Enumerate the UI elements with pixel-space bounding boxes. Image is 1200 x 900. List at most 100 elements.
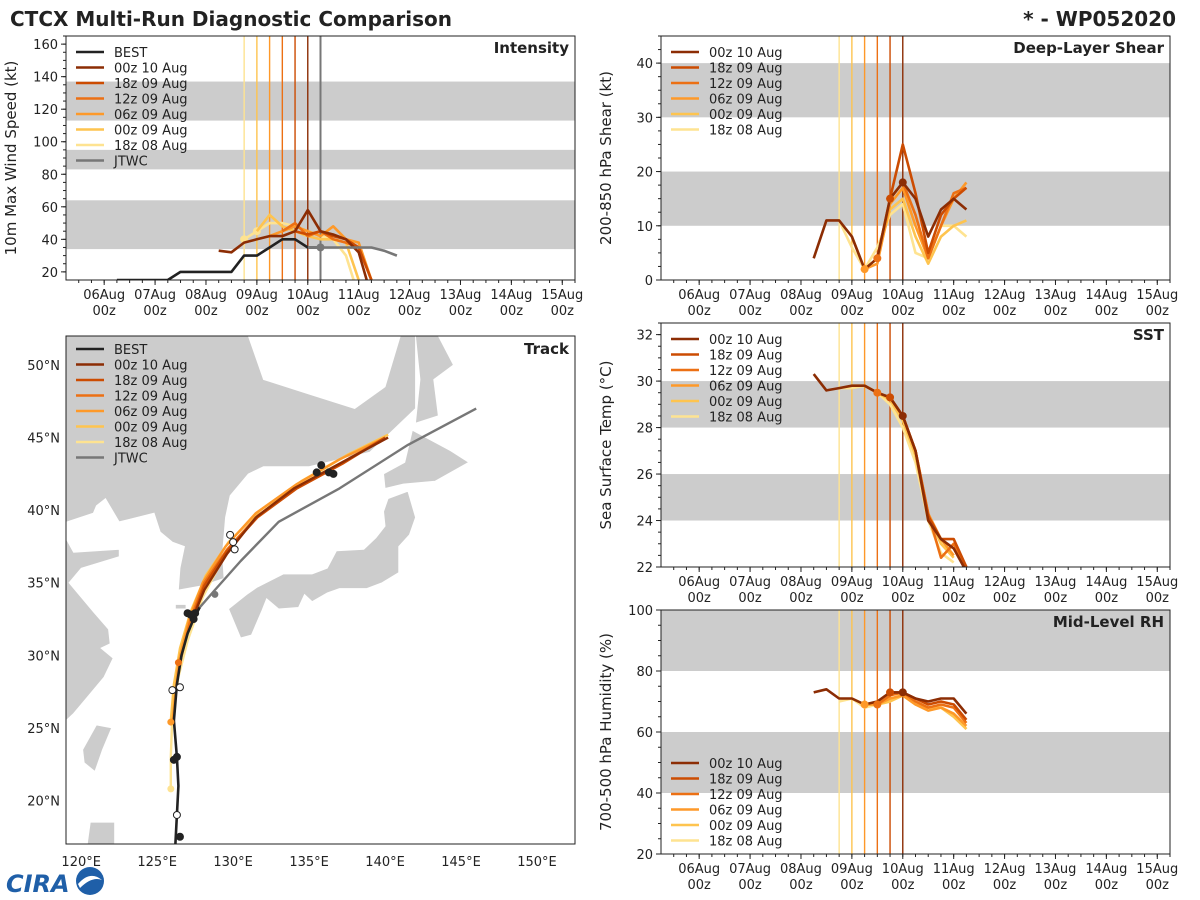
- track-xtick-label: 140°E: [365, 855, 405, 870]
- track-init-marker-2: [174, 659, 182, 667]
- sst-band-0: [661, 474, 1170, 521]
- intensity-legend-label-12z-09-aug: 12z 09 Aug: [114, 93, 188, 108]
- rh-xtick-hour: 00z: [687, 878, 711, 893]
- sst-xtick-hour: 00z: [891, 591, 915, 606]
- intensity-xtick-hour: 00z: [92, 304, 116, 319]
- track-ytick-label: 35°N: [27, 577, 60, 592]
- intensity-ytick-label: 120: [33, 103, 58, 118]
- shear-ytick-label: 30: [636, 111, 653, 126]
- intensity-xtick-hour: 00z: [500, 304, 524, 319]
- shear-legend-label-00z-09-aug: 00z 09 Aug: [709, 108, 783, 123]
- track-legend-label-06z-09-aug: 06z 09 Aug: [114, 405, 188, 420]
- intensity-xtick-day: 09Aug: [236, 288, 278, 303]
- rh-legend-label-00z-09-aug: 00z 09 Aug: [709, 819, 783, 834]
- track-position-marker-8: [186, 610, 195, 619]
- sst-xtick-day: 14Aug: [1085, 575, 1127, 590]
- rh-xtick-day: 10Aug: [882, 862, 924, 877]
- track-ytick-label: 40°N: [27, 504, 60, 519]
- shear-panel: 01020304006Aug00z07Aug00z08Aug00z09Aug00…: [597, 35, 1178, 319]
- intensity-xtick-hour: 00z: [398, 304, 422, 319]
- sst-xtick-day: 08Aug: [780, 575, 822, 590]
- intensity-legend-label-18z-09-aug: 18z 09 Aug: [114, 77, 188, 92]
- shear-xtick-day: 07Aug: [729, 288, 771, 303]
- intensity-xtick-day: 12Aug: [389, 288, 431, 303]
- intensity-xtick-day: 10Aug: [287, 288, 329, 303]
- intensity-ytick-label: 60: [41, 201, 58, 216]
- intensity-ytick-label: 40: [41, 233, 58, 248]
- track-series-00z-10-aug: [192, 436, 389, 617]
- track-position-marker-9: [175, 832, 184, 841]
- intensity-series-00z-10-aug: [218, 208, 369, 280]
- rh-xtick-hour: 00z: [1095, 878, 1119, 893]
- intensity-ylabel: 10m Max Wind Speed (kt): [2, 61, 20, 256]
- rh-legend-label-18z-09-aug: 18z 09 Aug: [709, 773, 783, 788]
- intensity-ytick-label: 80: [41, 168, 58, 183]
- storm-id: * - WP052020: [1023, 7, 1176, 31]
- track-legend-label-18z-09-aug: 18z 09 Aug: [114, 374, 188, 389]
- rh-legend-label-12z-09-aug: 12z 09 Aug: [709, 788, 783, 803]
- track-end-marker-4: [312, 468, 321, 477]
- intensity-xtick-day: 14Aug: [490, 288, 532, 303]
- track-legend-label-best: BEST: [114, 343, 147, 358]
- track-end-marker-3: [317, 461, 326, 470]
- rh-plot-area: [661, 610, 1170, 854]
- track-end-marker-1: [229, 538, 238, 547]
- sst-xtick-hour: 00z: [1146, 591, 1170, 606]
- track-xtick-label: 150°E: [517, 855, 557, 870]
- rh-ytick-label: 100: [628, 604, 653, 619]
- cira-logo-globe: [76, 867, 104, 895]
- shear-plot-area: [661, 36, 1170, 280]
- rh-xtick-hour: 00z: [993, 878, 1017, 893]
- shear-xtick-hour: 00z: [1095, 304, 1119, 319]
- sst-ytick-label: 32: [636, 329, 653, 344]
- intensity-series-best: [116, 238, 321, 280]
- rh-band-0: [661, 732, 1170, 793]
- intensity-xtick-day: 15Aug: [541, 288, 583, 303]
- sst-ytick-label: 30: [636, 375, 653, 390]
- rh-marker-12z-09-aug: [873, 700, 882, 709]
- track-legend-label-18z-08-aug: 18z 08 Aug: [114, 436, 188, 451]
- sst-xtick-hour: 00z: [840, 591, 864, 606]
- rh-xtick-day: 08Aug: [780, 862, 822, 877]
- intensity-xtick-day: 06Aug: [83, 288, 125, 303]
- intensity-xtick-hour: 00z: [194, 304, 218, 319]
- sst-xtick-day: 15Aug: [1136, 575, 1178, 590]
- sst-xtick-hour: 00z: [1044, 591, 1068, 606]
- shear-xtick-day: 12Aug: [984, 288, 1026, 303]
- sst-marker-18z-09-aug: [886, 393, 895, 402]
- rh-legend-label-18z-08-aug: 18z 08 Aug: [709, 835, 783, 850]
- track-init-marker-3: [211, 590, 219, 598]
- track-position-marker-3: [168, 686, 177, 695]
- shear-ytick-label: 10: [636, 220, 653, 235]
- sst-legend-label-00z-10-aug: 00z 10 Aug: [709, 333, 783, 348]
- rh-xtick-hour: 00z: [789, 878, 813, 893]
- shear-xtick-hour: 00z: [1044, 304, 1068, 319]
- intensity-legend-label-best: BEST: [114, 46, 147, 61]
- shear-xtick-hour: 00z: [891, 304, 915, 319]
- shear-xtick-day: 06Aug: [678, 288, 720, 303]
- sst-legend-label-00z-09-aug: 00z 09 Aug: [709, 395, 783, 410]
- track-series-18z-08-aug: [169, 433, 389, 789]
- intensity-ytick-label: 100: [33, 136, 58, 151]
- intensity-legend-label-00z-10-aug: 00z 10 Aug: [114, 62, 188, 77]
- rh-marker-00z-10-aug: [898, 688, 907, 697]
- cira-logo-swirl: [78, 875, 102, 888]
- track-end-marker-2: [230, 545, 239, 554]
- shear-xtick-hour: 00z: [942, 304, 966, 319]
- track-ytick-label: 50°N: [27, 359, 60, 374]
- intensity-legend-label-06z-09-aug: 06z 09 Aug: [114, 108, 188, 123]
- shear-ylabel: 200-850 hPa Shear (kt): [597, 71, 615, 245]
- track-init-marker-0: [167, 718, 175, 726]
- sst-plot-area: [661, 323, 1170, 567]
- sst-ytick-label: 24: [636, 515, 653, 530]
- shear-band-1: [661, 63, 1170, 118]
- shear-series-18z-08-aug: [837, 202, 968, 271]
- rh-xtick-day: 12Aug: [984, 862, 1026, 877]
- track-position-marker-0: [172, 810, 181, 819]
- cira-logo: CIRA: [6, 867, 104, 898]
- intensity-xtick-hour: 00z: [143, 304, 167, 319]
- sst-legend-label-12z-09-aug: 12z 09 Aug: [709, 364, 783, 379]
- intensity-xtick-hour: 00z: [449, 304, 473, 319]
- sst-xtick-day: 10Aug: [882, 575, 924, 590]
- shear-legend-label-12z-09-aug: 12z 09 Aug: [709, 77, 783, 92]
